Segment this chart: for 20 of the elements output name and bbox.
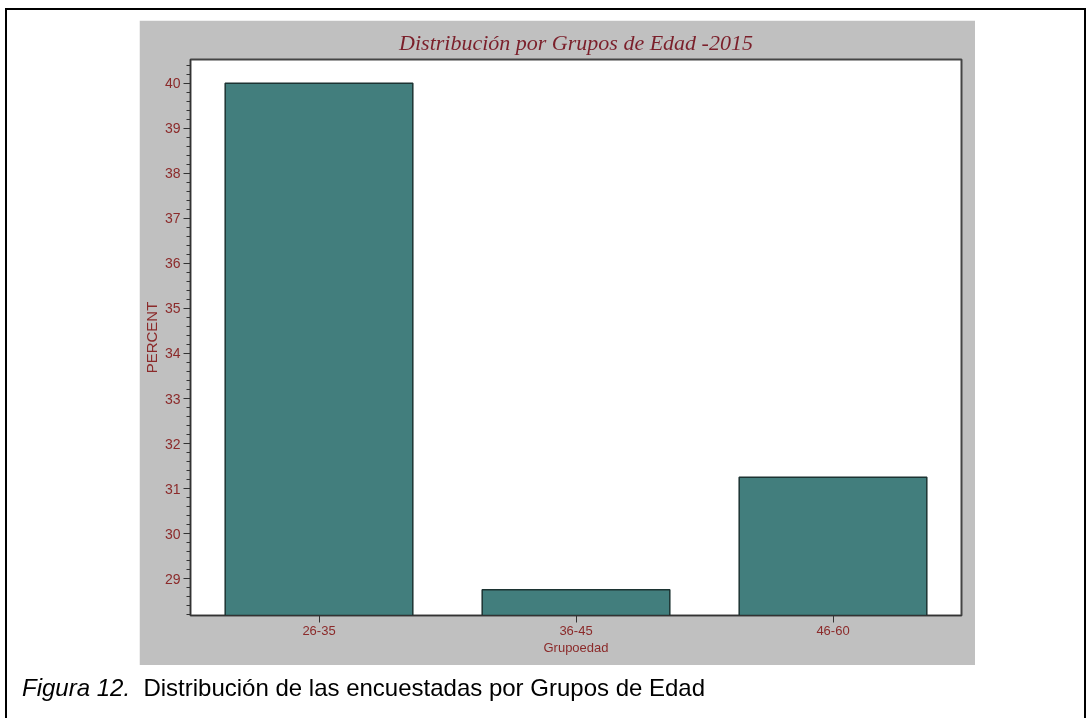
y-tick-label: 36 [164, 255, 181, 272]
y-tick-label: 35 [164, 300, 181, 317]
x-tick-label: 36-45 [559, 622, 593, 638]
x-axis-title: Grupoedad [543, 639, 609, 655]
y-tick-label: 32 [164, 435, 181, 452]
x-tick-label: 46-60 [816, 622, 850, 638]
x-tick-label: 26-35 [302, 622, 336, 638]
y-tick-label: 40 [164, 75, 181, 92]
chart-title: Distribución por Grupos de Edad -2015 [398, 29, 753, 55]
y-tick-label: 30 [164, 525, 181, 542]
text: Figura 12. [22, 674, 131, 701]
y-tick-label: 31 [164, 480, 181, 497]
y-tick-label: 33 [164, 390, 181, 407]
y-tick-label: 34 [164, 345, 181, 362]
y-tick-label: 29 [164, 570, 181, 587]
y-tick-label: 38 [164, 165, 181, 182]
y-tick-label: 37 [164, 210, 181, 227]
y-tick-label: 39 [164, 120, 181, 137]
y-axis-title: PERCENT [142, 301, 160, 374]
text: Distribución de las encuestadas por Grupos de Edad [143, 674, 706, 701]
